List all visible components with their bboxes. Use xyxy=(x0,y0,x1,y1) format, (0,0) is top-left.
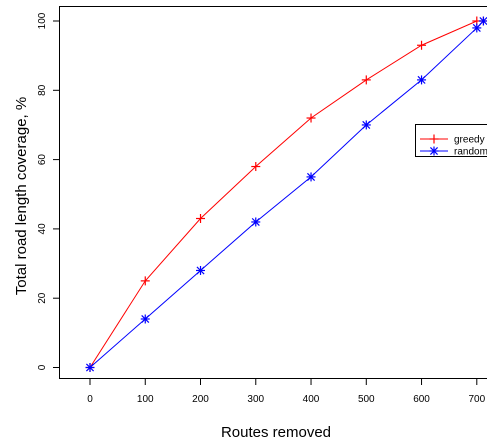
data-point xyxy=(306,172,316,182)
y-axis-title: Total road length coverage, % xyxy=(13,97,30,295)
star-marker-d2 xyxy=(85,363,95,372)
y-axis: 0 20 40 60 80 100 xyxy=(37,12,59,370)
data-point xyxy=(251,217,261,227)
data-point xyxy=(478,16,487,26)
data-point xyxy=(140,314,150,324)
legend-label-greedy: greedy xyxy=(454,135,485,146)
x-tick-label: 500 xyxy=(358,394,375,405)
plot-frame xyxy=(59,6,487,379)
series-line-random xyxy=(89,20,484,368)
x-tick-label: 700 xyxy=(468,394,485,405)
x-tick-label: 600 xyxy=(413,394,430,405)
y-tick-label: 20 xyxy=(37,292,48,304)
data-point xyxy=(417,40,427,50)
star-marker-d2 xyxy=(196,266,205,275)
legend-marker-greedy xyxy=(429,134,439,144)
star-marker-d2 xyxy=(417,75,426,84)
data-point xyxy=(140,276,150,286)
data-point xyxy=(472,23,482,33)
data-point xyxy=(306,113,316,123)
y-tick-label: 100 xyxy=(37,12,48,29)
x-tick-label: 100 xyxy=(137,394,154,405)
data-point xyxy=(196,265,206,275)
star-marker-d2 xyxy=(307,172,316,181)
y-tick-label: 60 xyxy=(37,154,48,166)
star-marker-d2 xyxy=(251,217,260,226)
star-marker-d2 xyxy=(429,146,439,156)
star-marker-d2 xyxy=(141,314,150,324)
data-point xyxy=(417,75,427,85)
star-marker-d2 xyxy=(472,23,481,32)
star-marker-d2 xyxy=(479,16,487,26)
legend-marker-random xyxy=(429,146,439,156)
x-tick-label: 400 xyxy=(303,394,320,405)
series-layer xyxy=(85,16,487,372)
x-tick-label: 300 xyxy=(247,394,264,405)
x-axis-title: Routes removed xyxy=(221,424,331,439)
y-tick-label: 0 xyxy=(37,364,48,370)
data-point xyxy=(85,363,95,372)
legend-label-random: random xyxy=(454,147,487,158)
y-tick-label: 40 xyxy=(37,223,48,235)
star-marker-d2 xyxy=(362,120,371,129)
x-tick-label: 0 xyxy=(87,394,93,405)
data-point xyxy=(361,120,371,130)
data-point xyxy=(196,214,206,224)
x-tick-label: 200 xyxy=(192,394,209,405)
series-greedy xyxy=(85,16,487,372)
y-tick-label: 80 xyxy=(37,84,48,96)
x-axis: 0 100 200 300 400 500 600 700 xyxy=(87,379,486,405)
data-point xyxy=(361,75,371,85)
series-random xyxy=(85,16,487,372)
data-point xyxy=(251,162,261,172)
